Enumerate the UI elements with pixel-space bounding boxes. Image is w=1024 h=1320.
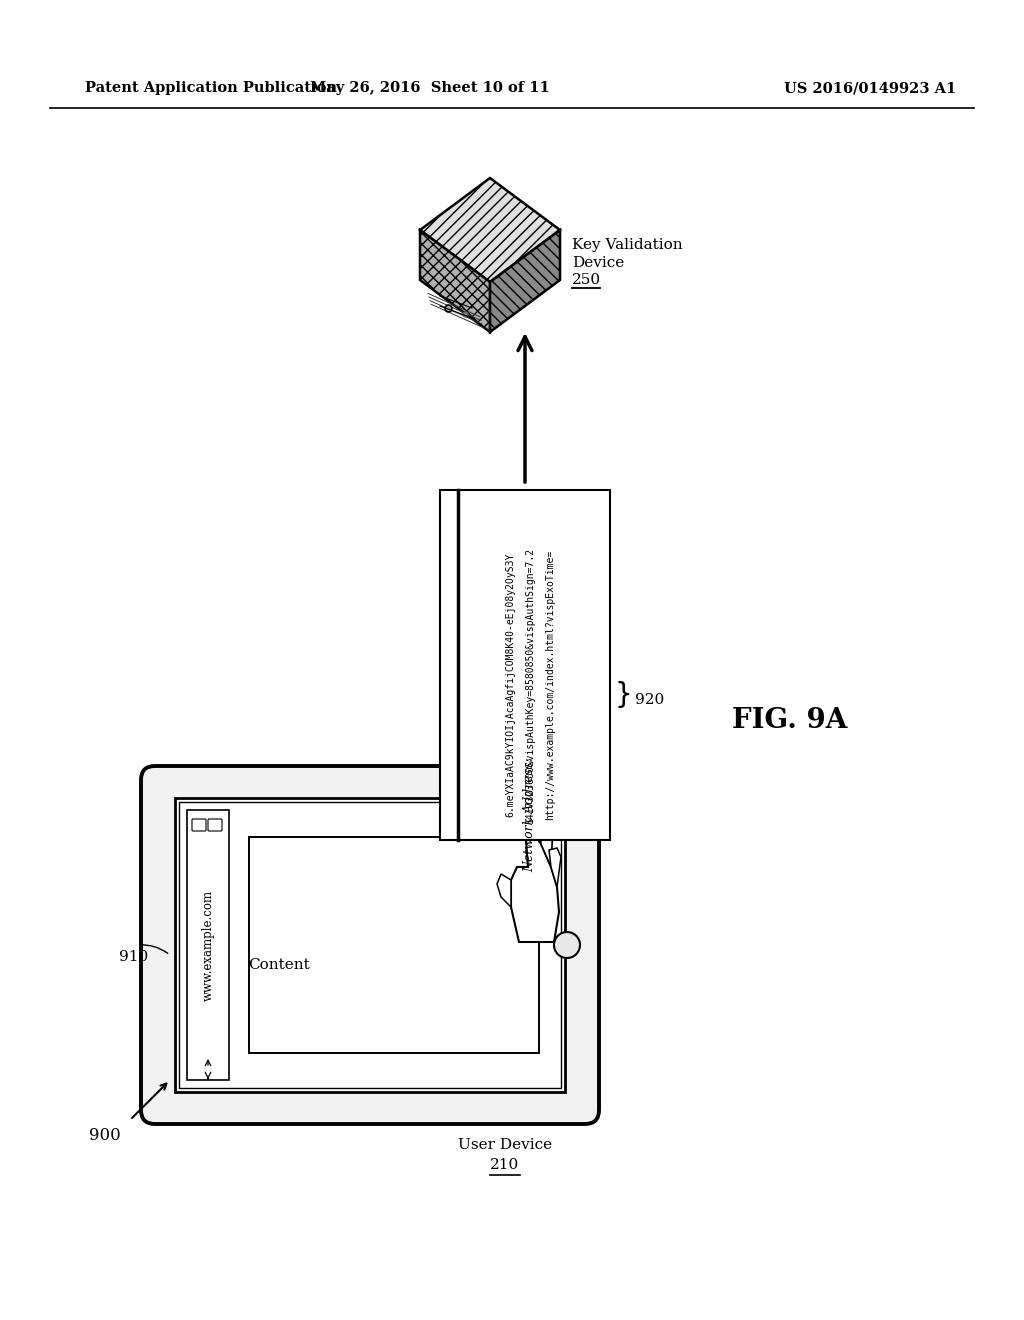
Polygon shape — [490, 230, 560, 333]
FancyBboxPatch shape — [193, 818, 206, 832]
Polygon shape — [420, 230, 490, 333]
Polygon shape — [497, 874, 511, 907]
FancyBboxPatch shape — [175, 799, 565, 1092]
FancyBboxPatch shape — [249, 837, 539, 1053]
Text: May 26, 2016  Sheet 10 of 11: May 26, 2016 Sheet 10 of 11 — [310, 81, 550, 95]
Text: User Device: User Device — [458, 1138, 552, 1152]
Polygon shape — [511, 834, 559, 942]
Polygon shape — [521, 800, 536, 840]
FancyBboxPatch shape — [440, 490, 610, 840]
Text: FIG. 9A: FIG. 9A — [732, 706, 848, 734]
Text: Content: Content — [248, 958, 310, 972]
Text: 910: 910 — [119, 950, 148, 964]
Text: US 2016/0149923 A1: US 2016/0149923 A1 — [784, 81, 956, 95]
Polygon shape — [549, 847, 561, 887]
Text: Network Address:: Network Address: — [523, 758, 537, 873]
Text: 1417323600&vispAuthKey=8580850&vispAuthSign=7.2: 1417323600&vispAuthKey=8580850&vispAuthS… — [525, 546, 535, 824]
FancyBboxPatch shape — [141, 766, 599, 1125]
FancyBboxPatch shape — [179, 803, 561, 1088]
Text: }: } — [615, 681, 633, 709]
Text: 900: 900 — [89, 1126, 121, 1143]
Text: 210: 210 — [490, 1158, 519, 1172]
Polygon shape — [420, 178, 560, 282]
Text: 6.meYXIaAC9kYIOIjAcaAgfijCOM8K40-eEj08y2OyS3Y: 6.meYXIaAC9kYIOIjAcaAgfijCOM8K40-eEj08y2… — [505, 553, 515, 817]
Text: www.example.com: www.example.com — [202, 890, 214, 1001]
Polygon shape — [539, 818, 553, 867]
FancyBboxPatch shape — [208, 818, 222, 832]
Text: Patent Application Publication: Patent Application Publication — [85, 81, 337, 95]
Text: 250: 250 — [572, 273, 601, 286]
Circle shape — [554, 932, 580, 958]
FancyBboxPatch shape — [187, 810, 229, 1080]
Text: http://www.example.com/index.html?vispExoTime=: http://www.example.com/index.html?vispEx… — [545, 550, 555, 820]
Text: Key Validation: Key Validation — [572, 238, 683, 252]
Text: Device: Device — [572, 256, 625, 271]
Text: 920: 920 — [635, 693, 665, 708]
